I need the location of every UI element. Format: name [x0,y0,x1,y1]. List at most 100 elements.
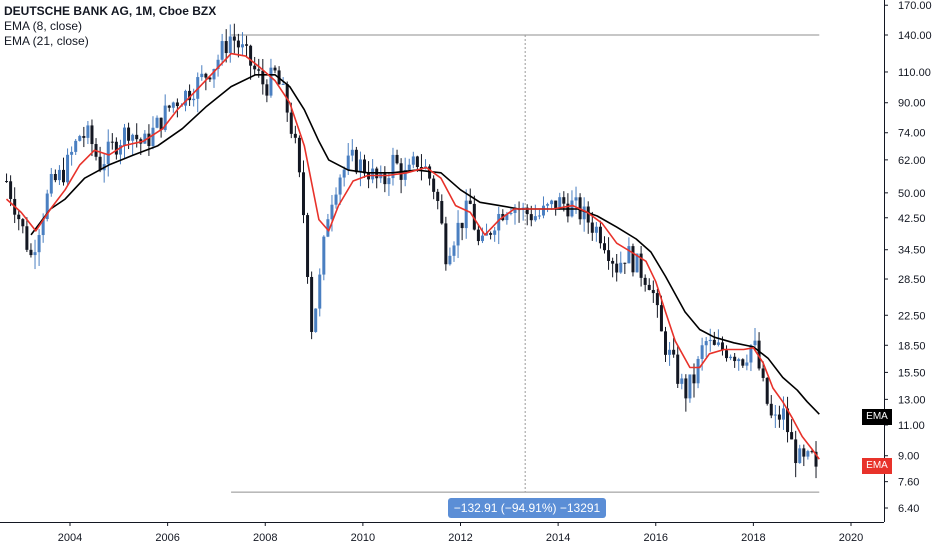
candle-body [318,274,322,309]
candle-body [184,90,188,106]
candle-body [802,448,806,457]
candle-body [444,223,448,265]
candle-body [480,235,484,242]
candle-body [509,212,513,214]
candle-body [9,181,13,199]
candle-body [627,246,631,264]
candle-body [720,342,724,351]
candle-body [712,339,716,345]
candle-body [171,102,175,108]
candle-body [127,127,131,141]
candle-body [322,236,326,275]
legend-ema8[interactable]: EMA (8, close) [4,19,83,33]
candle-body [306,215,310,277]
candle-body [615,263,619,273]
measure-label: −132.91 (−94.91%) −13291 [448,498,606,518]
candle-body [257,69,261,71]
ema21-line [30,74,820,415]
price-tick-label: 9.00 [898,451,919,463]
candle-body [810,451,814,453]
candle-body [200,73,204,78]
candle-body [635,253,639,273]
candle-body [554,200,558,210]
candle-body [456,222,460,246]
candle-body [716,342,720,345]
candle-body [395,154,399,164]
candle-body [350,149,354,156]
candle-body [383,173,387,185]
price-tick-label: 34.50 [898,245,926,257]
candle-body [505,213,509,221]
candle-body [489,233,493,235]
candle-body [98,156,102,171]
ema21-price-tag: EMA [862,409,892,426]
candle-body [537,215,541,217]
candle-body [696,358,700,384]
candle-body [212,68,216,80]
candle-body [546,204,550,206]
time-tick-label: 2016 [644,532,668,544]
candle-body [541,205,545,216]
candle-body [41,219,45,236]
candle-body [765,377,769,404]
candle-body [753,340,757,346]
candle-body [647,284,651,290]
candle-body [525,207,529,215]
candle-body [293,133,297,138]
candle-body [245,44,249,46]
candle-body [249,45,253,66]
candle-body [403,169,407,180]
time-tick-label: 2018 [741,532,765,544]
candle-body [777,414,781,420]
ema8-line [5,52,820,460]
candle-body [208,77,212,80]
candle-body [407,164,411,170]
candle-body [562,197,566,204]
candle-body [460,222,464,229]
symbol-title[interactable]: DEUTSCHE BANK AG, 1M, Cboe BZX [4,4,217,18]
candle-body [692,374,696,384]
candle-body [78,136,82,141]
price-axis[interactable]: 6.40 7.60 9.00 11.00 13.00 15.50 18.50 22.50 28.… [884,0,932,522]
time-tick-label: 2014 [546,532,570,544]
candle-body [86,125,90,138]
candle-body [151,127,155,147]
candle-body [167,105,171,108]
candle-body [90,125,94,145]
price-tick-label: 170.00 [898,0,932,12]
candle-body [582,206,586,220]
candle-body [476,229,480,242]
candle-body [676,354,680,384]
candle-body [70,151,74,155]
price-tick-label: 28.50 [898,274,926,286]
candle-body [330,204,334,220]
candle-body [602,243,606,251]
candle-body [310,276,314,332]
candle-body [598,226,602,244]
candle-body [49,173,53,194]
candle-body [57,169,61,181]
candle-body [611,260,615,264]
candle-body [672,349,676,355]
candle-body [619,262,623,273]
price-tick-label: 62.00 [898,155,926,167]
candle-body [493,230,497,235]
candle-body [806,451,810,457]
candle-body [74,140,78,152]
time-axis[interactable]: 2004 2006 2008 2010 2012 2014 2016 2018 2020 [0,522,884,544]
time-tick-label: 2010 [351,532,375,544]
candle-body [334,194,338,205]
price-tick-label: 74.00 [898,128,926,140]
price-tick-label: 7.60 [898,477,919,489]
legend-ema21[interactable]: EMA (21, close) [4,34,89,48]
price-tick-label: 90.00 [898,98,926,110]
candle-body [371,168,375,180]
candle-body [232,36,236,41]
measure-tool[interactable] [231,34,820,493]
price-tick-label: 110.00 [898,67,931,79]
candle-body [452,245,456,256]
candle-body [684,378,688,399]
candle-body [82,136,86,138]
candle-body [37,235,41,253]
